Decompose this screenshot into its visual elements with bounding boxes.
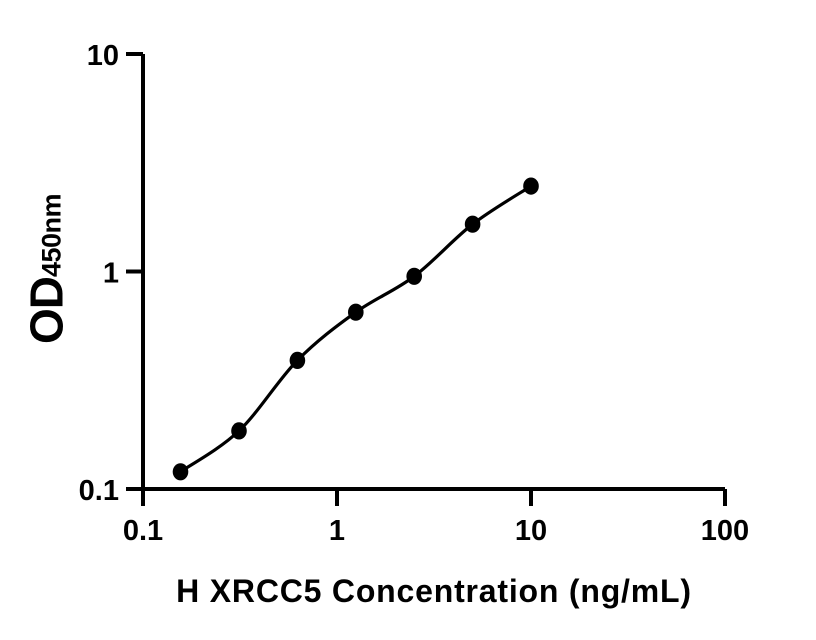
axis-spine <box>141 54 725 491</box>
data-point <box>289 351 306 369</box>
data-point <box>172 463 189 481</box>
y-axis-title-subscript: 450nm <box>36 193 67 278</box>
y-axis-title: OD450nm <box>21 194 74 344</box>
x-tick-label: 10 <box>515 515 547 547</box>
data-point <box>231 422 247 440</box>
x-tick-label: 100 <box>701 515 749 547</box>
data-point <box>523 177 539 195</box>
data-point <box>464 215 481 233</box>
y-tick-label: 0.1 <box>79 475 119 507</box>
data-point <box>348 303 364 321</box>
y-axis-title-main: OD <box>20 277 73 345</box>
x-tick-label: 0.1 <box>123 515 163 547</box>
x-axis-title: H XRCC5 Concentration (ng/mL) <box>176 573 692 609</box>
y-tick-label: 1 <box>103 258 119 290</box>
y-tick-label: 10 <box>87 40 119 72</box>
x-tick-label: 1 <box>329 515 345 547</box>
data-point <box>406 267 423 285</box>
